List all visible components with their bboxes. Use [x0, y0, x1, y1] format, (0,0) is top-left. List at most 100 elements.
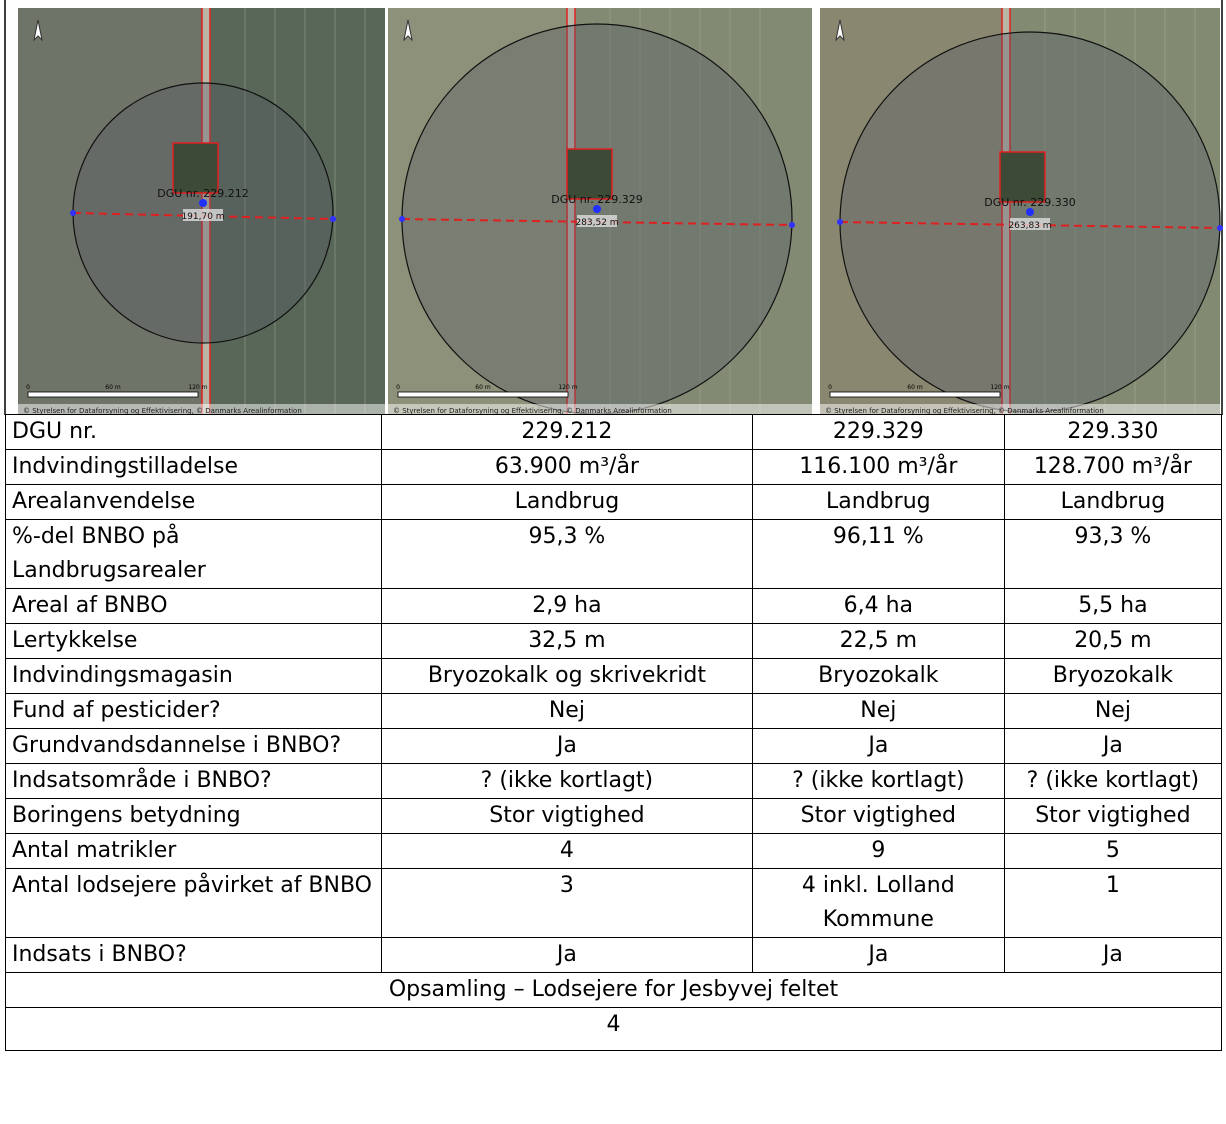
value-cell: Nej: [1003, 693, 1223, 729]
value-cell: 1: [1003, 868, 1223, 938]
well: [593, 205, 601, 213]
label-cell: Lertykkelse: [5, 623, 382, 659]
scale-label: 60 m: [105, 384, 121, 391]
label-cell: Fund af pesticider?: [5, 693, 382, 729]
value-cell: 96,11 %: [751, 519, 1005, 589]
distance-label: 283,52 m: [575, 218, 618, 228]
value-cell: 5,5 ha: [1003, 588, 1223, 624]
value-cell: Ja: [751, 937, 1005, 973]
table-row: Lertykkelse 32,5 m 22,5 m 20,5 m: [5, 623, 1223, 659]
value-cell: 22,5 m: [751, 623, 1005, 659]
distance-label: 263,83 m: [1008, 221, 1051, 231]
label-cell: Antal lodsejere påvirket af BNBO: [5, 868, 382, 938]
well-label: DGU nr. 229.212: [157, 187, 249, 200]
field: [211, 8, 385, 415]
copyright: © Styrelsen for Dataforsyning og Effekti…: [393, 407, 672, 415]
endpoint: [399, 216, 405, 222]
scale-label: 0: [828, 384, 832, 391]
value-cell: Ja: [1003, 937, 1223, 973]
value-cell: Stor vigtighed: [751, 798, 1005, 834]
north-arrow: [33, 19, 43, 42]
value-cell: 95,3 %: [380, 519, 753, 589]
distance-bg: [1010, 218, 1050, 230]
endpoint: [330, 216, 336, 222]
value-cell: 229.329: [751, 414, 1005, 450]
value-cell: Ja: [380, 728, 753, 764]
value-cell: 32,5 m: [380, 623, 753, 659]
table-row: 4: [5, 1007, 1222, 1051]
road: [567, 8, 575, 415]
table-row: Indsats i BNBO? Ja Ja Ja: [5, 937, 1223, 973]
value-cell: Ja: [380, 937, 753, 973]
table-row: Arealanvendelse Landbrug Landbrug Landbrug: [5, 484, 1223, 520]
label-cell: Indvindingsmagasin: [5, 658, 382, 694]
label-cell: %-del BNBO på Landbrugsarealer: [5, 519, 382, 589]
value-cell: Stor vigtighed: [380, 798, 753, 834]
data-table: DGU nr. 229.212 229.329 229.330 Indvindingst…: [5, 414, 1223, 1051]
field: [576, 8, 812, 415]
label-cell: Indsats i BNBO?: [5, 937, 382, 973]
value-cell: 63.900 m³/år: [380, 449, 753, 485]
parcel: [172, 142, 219, 194]
distance-bg: [183, 209, 223, 221]
diameter: [839, 221, 1221, 229]
parcel: [566, 148, 613, 200]
value-cell: ? (ikke kortlagt): [380, 763, 753, 799]
value-cell: Bryozokalk: [1003, 658, 1223, 694]
scale-label: 60 m: [475, 384, 491, 391]
value-cell: ? (ikke kortlagt): [1003, 763, 1223, 799]
value-cell: 3: [380, 868, 753, 938]
road: [1002, 8, 1010, 415]
value-cell: 4: [380, 833, 753, 869]
endpoint: [789, 222, 795, 228]
value-cell: Landbrug: [751, 484, 1005, 520]
value-cell: Landbrug: [380, 484, 753, 520]
value-cell: 116.100 m³/år: [751, 449, 1005, 485]
value-cell: 128.700 m³/år: [1003, 449, 1223, 485]
value-cell: Ja: [1003, 728, 1223, 764]
value-cell: 6,4 ha: [751, 588, 1005, 624]
copyright-bg: [820, 404, 1220, 415]
value-cell: Nej: [751, 693, 1005, 729]
copyright: © Styrelsen for Dataforsyning og Effekti…: [23, 407, 302, 415]
scale-label: 60 m: [907, 384, 923, 391]
scale-bar: [397, 391, 569, 398]
table-row: DGU nr. 229.212 229.329 229.330: [5, 414, 1223, 450]
value-cell: Landbrug: [1003, 484, 1223, 520]
value-cell: 93,3 %: [1003, 519, 1223, 589]
map-row: DGU nr. 229.212 191,70 m 0 60 m 120 m © Styre…: [4, 0, 1223, 415]
table-row: Indvindingsmagasin Bryozokalk og skrivekr…: [5, 658, 1223, 694]
value-cell: Stor vigtighed: [1003, 798, 1223, 834]
value-cell: Bryozokalk: [751, 658, 1005, 694]
value-cell: 9: [751, 833, 1005, 869]
endpoint: [1217, 225, 1223, 231]
value-cell: ? (ikke kortlagt): [751, 763, 1005, 799]
aerial-map: DGU nr. 229.329 283,52 m 0 60 m 120 m © Styre…: [388, 8, 812, 415]
distance-label: 191,70 m: [181, 212, 224, 222]
label-cell: DGU nr.: [5, 414, 382, 450]
copyright: © Styrelsen for Dataforsyning og Effekti…: [825, 407, 1104, 415]
aerial-map: DGU nr. 229.212 191,70 m 0 60 m 120 m © Styre…: [18, 8, 396, 415]
table-row: %-del BNBO på Landbrugsarealer 95,3 % 96,1…: [5, 519, 1223, 589]
label-cell: Indsatsområde i BNBO?: [5, 763, 382, 799]
value-cell: Bryozokalk og skrivekridt: [380, 658, 753, 694]
value-cell: 4 inkl. Lolland Kommune: [751, 868, 1005, 938]
value-cell: 229.330: [1003, 414, 1223, 450]
scale-label: 0: [396, 384, 400, 391]
value-cell: 5: [1003, 833, 1223, 869]
scale-label: 120 m: [990, 384, 1009, 391]
aerial-map: DGU nr. 229.330 263,83 m 0 60 m 120 m © Styre…: [820, 8, 1223, 415]
label-cell: Antal matrikler: [5, 833, 382, 869]
scale-bar: [829, 391, 1001, 398]
well-label: DGU nr. 229.330: [984, 196, 1076, 209]
table-row: Antal lodsejere påvirket af BNBO 3 4 inkl.…: [5, 868, 1223, 938]
value-cell: Nej: [380, 693, 753, 729]
scale-label: 0: [26, 384, 30, 391]
field: [1011, 8, 1220, 415]
label-cell: Indvindingstilladelse: [5, 449, 382, 485]
value-cell: 20,5 m: [1003, 623, 1223, 659]
label-cell: Arealanvendelse: [5, 484, 382, 520]
table-row: Indsatsområde i BNBO?? (ikke kortlagt)? …: [5, 763, 1223, 799]
value-cell: 229.212: [380, 414, 753, 450]
